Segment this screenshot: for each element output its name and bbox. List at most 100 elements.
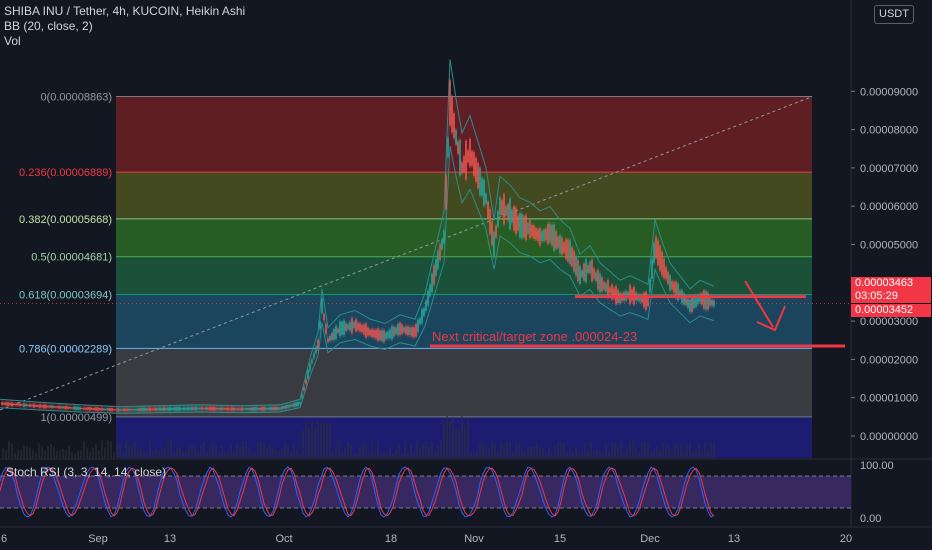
candle-body [689,299,691,312]
candle-body [627,292,629,298]
candle-body [451,96,453,133]
candle-body [119,409,121,411]
volume-bar [371,440,373,458]
volume-bar [287,445,289,458]
volume-bar [101,440,103,458]
volume-bar [365,445,367,458]
candle-body [401,324,403,334]
candle-body [179,407,181,411]
bb-lower-band [0,146,715,414]
volume-bar [59,450,61,458]
candle-body [555,231,557,249]
candle-body [321,298,323,313]
candle-body [89,406,91,411]
candle-body [69,406,71,409]
annotation-text: Next critical/target zone .000024-23 [432,329,637,344]
candle-body [365,323,367,338]
candle-body [437,250,439,269]
volume-bar [398,444,400,458]
candle-body [107,408,109,411]
candle-body [667,272,669,284]
bb-indicator-label[interactable]: BB (20, close, 2) [4,19,93,33]
volume-bar [602,453,604,458]
volume-bar [50,444,52,458]
candle-body [539,227,541,246]
candle-body [109,407,111,412]
volume-bar [515,443,517,458]
volume-bar [38,443,40,458]
candle-body [549,223,551,243]
candle-body [61,406,63,409]
symbol-title[interactable]: SHIBA INU / Tether, 4h, KUCOIN, Heikin A… [4,4,246,18]
candle-body [133,409,135,411]
candle-body [643,292,645,308]
candle-body [619,292,621,304]
candle-body [573,251,575,272]
candle-body [65,405,67,410]
candle-body [511,209,513,223]
volume-bar [122,453,124,458]
candle-body [397,323,399,336]
candle-body [693,297,695,309]
candle-body [441,239,443,250]
candle-body [121,409,123,411]
volume-bar [485,444,487,458]
candle-body [453,113,455,139]
volume-bar [668,445,670,458]
volume-bar [74,453,76,458]
volume-bar [392,453,394,458]
volume-bar [461,415,463,458]
candle-body [657,240,659,265]
volume-bar [293,443,295,458]
candle-body [523,216,525,238]
volume-bar [683,452,685,458]
candle-body [467,150,469,163]
candle-body [443,230,445,244]
volume-bar [95,443,97,458]
volume-bar [233,452,235,458]
time-axis-label: 15 [554,533,566,545]
candle-body [241,407,243,411]
candle-body [499,197,501,215]
candle-body [127,408,129,411]
candle-body [567,239,569,262]
candle-body [303,387,305,391]
candle-body [229,408,231,410]
volume-bar [29,447,31,458]
candle-body [261,407,263,411]
candle-body [455,129,457,145]
volume-indicator-label[interactable]: Vol [4,34,21,48]
volume-bar [269,442,271,458]
candle-body [187,407,189,411]
volume-bar [530,446,532,458]
candle-body [459,140,461,176]
candle-body [87,407,89,411]
volume-bar [188,447,190,458]
candle-body [611,284,613,300]
candle-body [613,288,615,299]
volume-bar [440,440,442,458]
volume-bar [479,443,481,458]
volume-bar [686,443,688,458]
currency-badge[interactable]: USDT [874,5,914,24]
volume-bar [155,449,157,458]
volume-bar [20,449,22,458]
stoch-rsi-label[interactable]: Stoch RSI (3, 3, 14, 14, close) [6,465,167,479]
volume-bar [473,453,475,458]
candle-body [223,408,225,410]
candle-body [171,407,173,411]
candle-body [641,295,643,303]
volume-bar [143,450,145,458]
volume-bar [32,450,34,458]
candle-body [509,198,511,230]
volume-bar [290,452,292,458]
candle-body [583,263,585,281]
volume-bar [191,444,193,458]
volume-bar [344,447,346,458]
candle-body [233,407,235,411]
volume-bar [107,440,109,458]
volume-bar [506,441,508,458]
fib-level-label: 0.618(0.00003694) [19,290,112,302]
bb-value-tag: 0.00003452 [851,304,931,317]
